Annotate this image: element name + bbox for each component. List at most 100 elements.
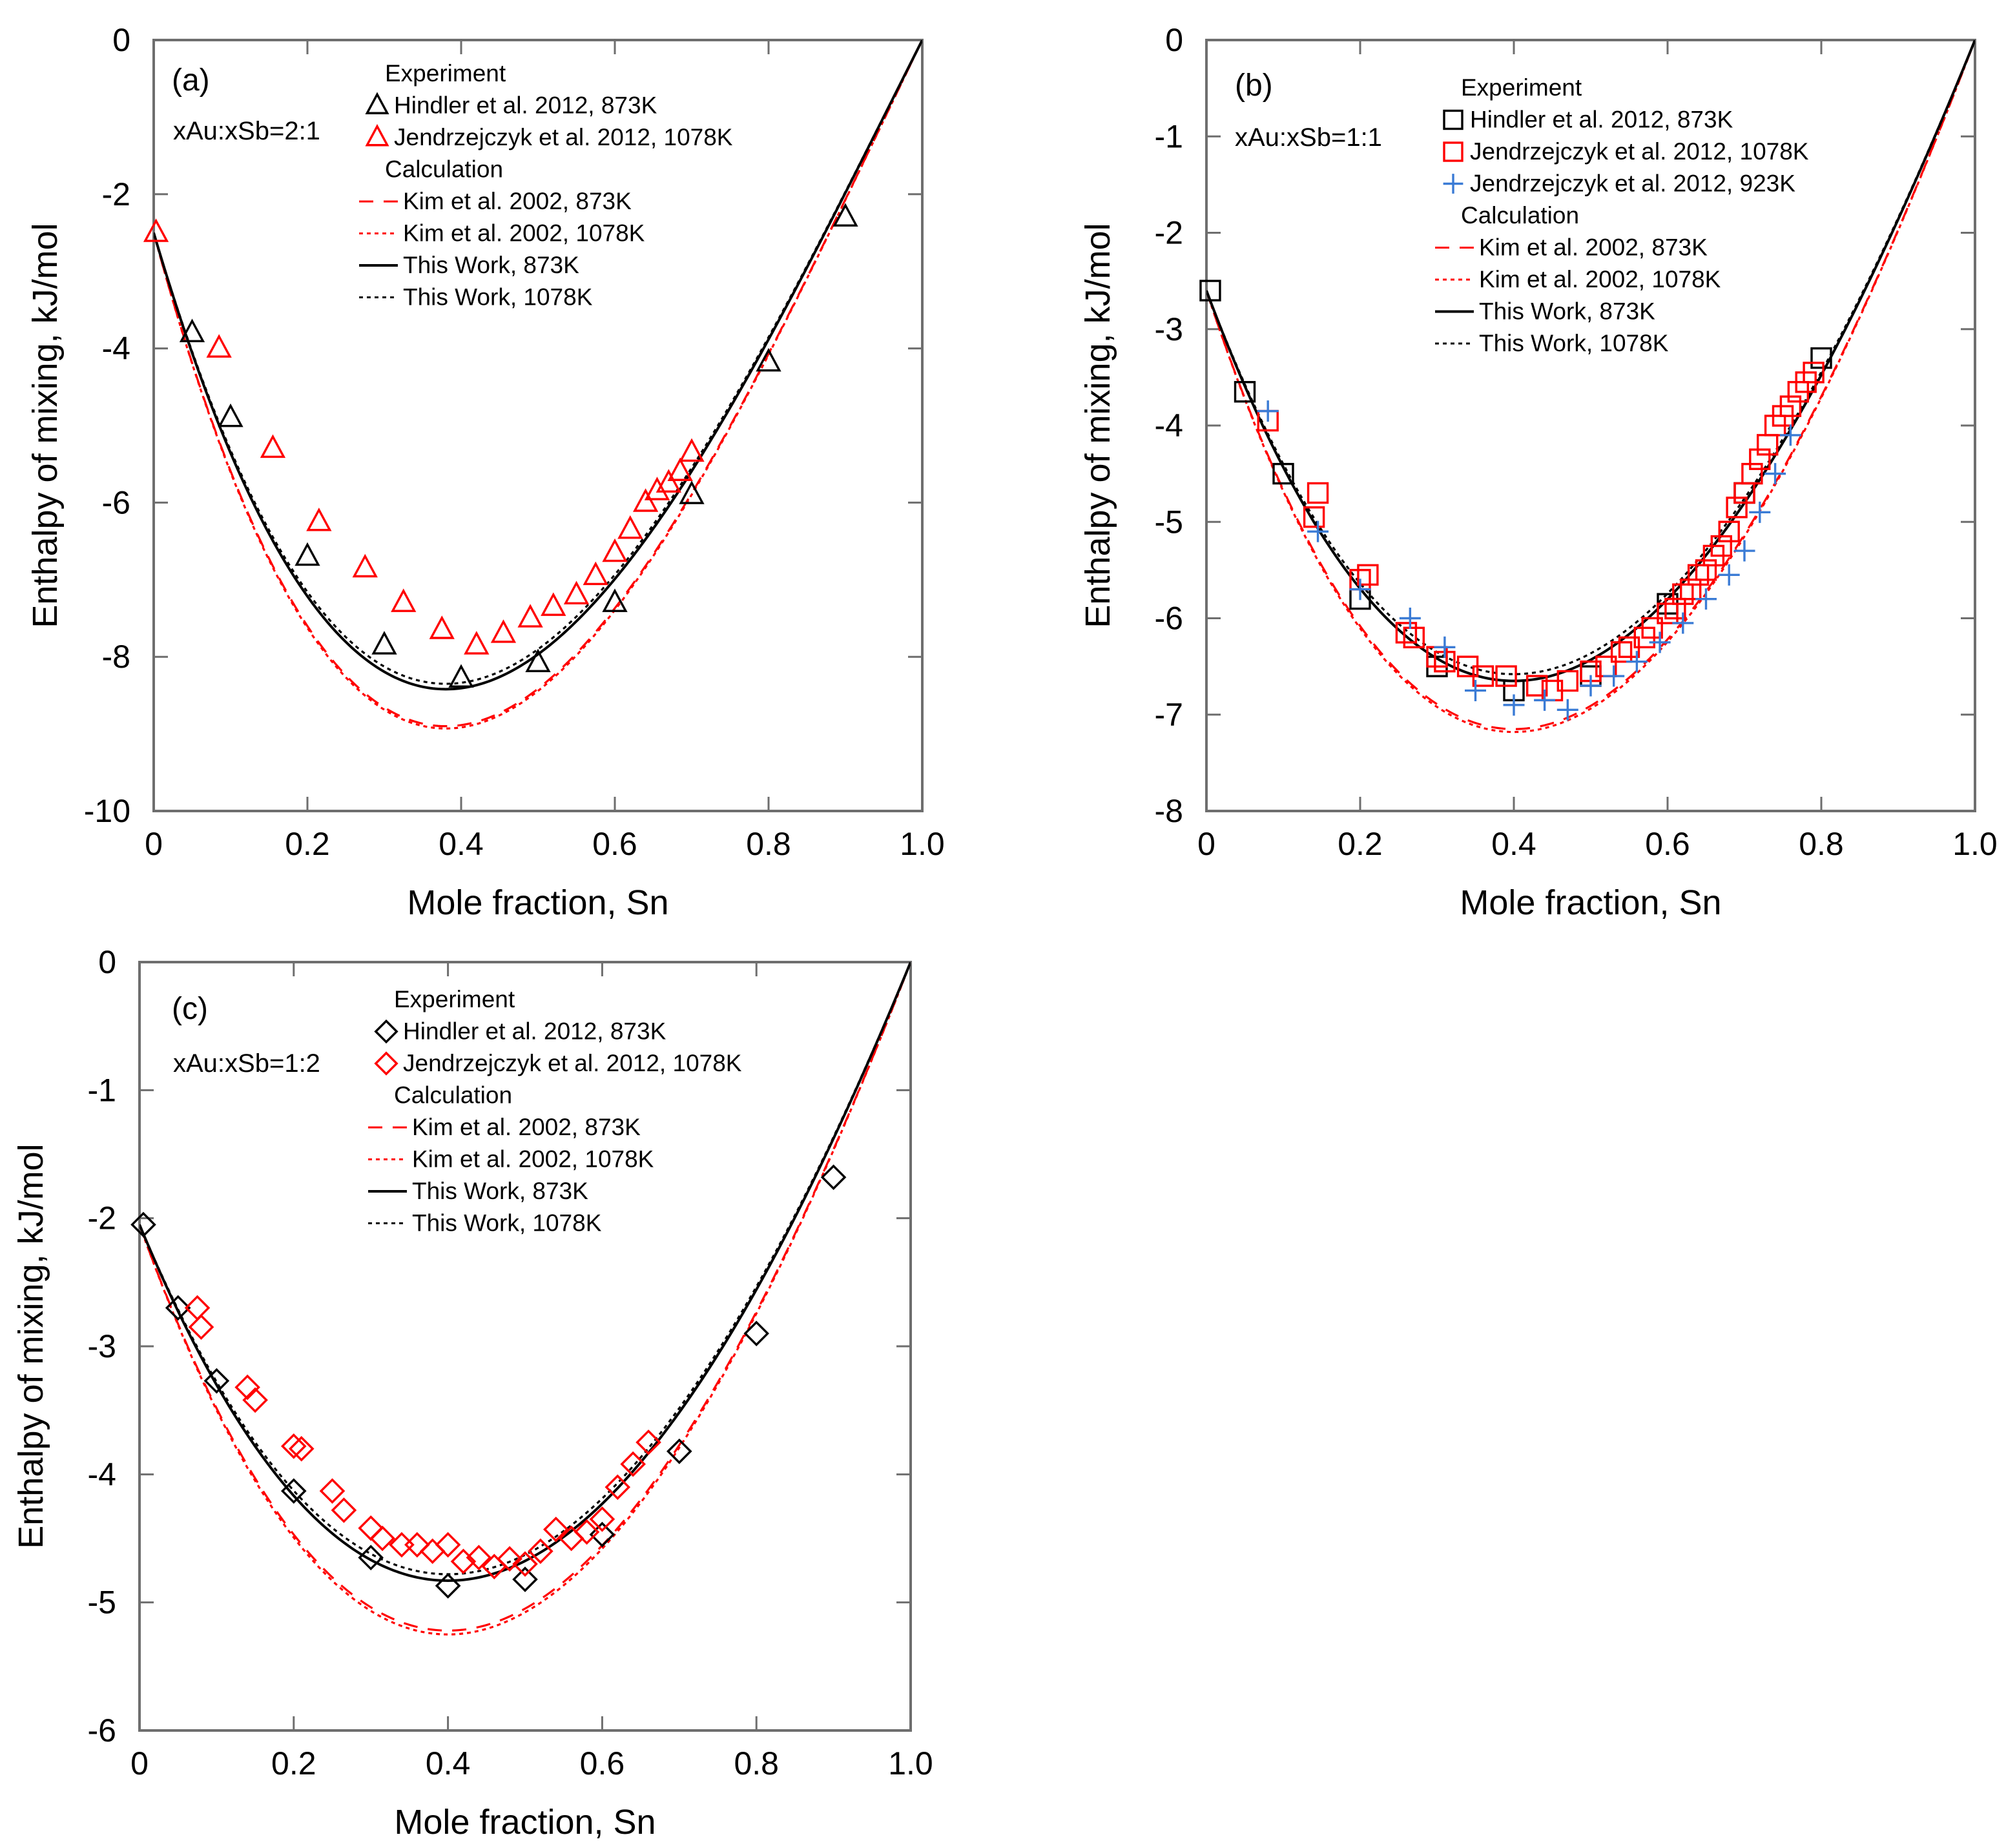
data-point	[656, 469, 681, 493]
x-axis-label: Mole fraction, Sn	[407, 883, 668, 922]
data-point	[203, 1368, 230, 1394]
data-point	[632, 488, 659, 512]
x-tick-label: 0.2	[1338, 826, 1383, 862]
series-line	[140, 962, 911, 1636]
data-point	[1741, 462, 1763, 485]
data-point	[1534, 689, 1556, 711]
data-point	[218, 403, 243, 427]
data-point	[358, 1545, 384, 1571]
data-point	[1307, 482, 1329, 504]
series-line	[154, 40, 922, 730]
data-point	[404, 1532, 430, 1558]
panel-label: (b)	[1235, 68, 1273, 103]
data-point	[1718, 564, 1740, 586]
data-point	[617, 515, 643, 539]
chart-panel-b: 0 0.2 0.4 0.6 0.8 1.0 0 -1 -2 -3 -4 -5 -6 -7 -8 Mole fr…	[1079, 22, 1998, 922]
data-point	[143, 218, 169, 242]
legend-entry: Hindler et al. 2012, 873K	[403, 1018, 667, 1045]
legend-header: Calculation	[385, 156, 503, 183]
x-tick-label: 0.8	[1799, 826, 1844, 862]
data-point	[374, 1019, 398, 1044]
data-point	[288, 1435, 315, 1462]
chart-panel-c: 0 0.2 0.4 0.6 0.8 1.0 0 -1 -2 -3 -4 -5 -6 Mole fracti…	[12, 944, 933, 1842]
data-point	[1399, 608, 1421, 629]
data-point	[1726, 497, 1748, 518]
series-line	[1206, 40, 1975, 683]
legend-header: Calculation	[1461, 202, 1579, 229]
y-tick-label: -5	[1155, 504, 1183, 540]
y-tick-label: -4	[88, 1456, 116, 1492]
data-point	[528, 1538, 553, 1565]
legend-entry: This Work, 1078K	[412, 1210, 602, 1237]
data-point	[188, 1314, 214, 1340]
data-point	[1443, 141, 1463, 162]
data-point	[1764, 463, 1786, 485]
data-point	[1257, 400, 1279, 422]
data-point	[352, 553, 378, 578]
y-tick-label: -3	[1155, 311, 1183, 347]
y-tick-label: -2	[102, 176, 130, 212]
data-point	[1687, 564, 1710, 586]
data-point	[1695, 559, 1717, 581]
data-point	[512, 1566, 538, 1592]
y-tick-label: -6	[1155, 601, 1183, 637]
data-point	[490, 619, 517, 643]
y-tick-label: -5	[88, 1585, 116, 1621]
series-points	[130, 1164, 847, 1599]
composition-ratio: xAu:xSb=1:1	[1235, 123, 1382, 152]
data-point	[1610, 641, 1633, 663]
legend-entry: This Work, 873K	[403, 252, 579, 278]
data-point	[1710, 535, 1733, 557]
legend-header: Experiment	[1461, 74, 1582, 101]
legend-entry: Jendrzejczyk et al. 2012, 923K	[1470, 170, 1795, 197]
data-point	[602, 538, 628, 562]
x-tick-label: 0.6	[1645, 826, 1690, 862]
data-point	[371, 631, 397, 655]
data-point	[1234, 381, 1256, 403]
y-tick-label: -2	[88, 1200, 116, 1237]
data-point	[667, 457, 693, 481]
data-point	[365, 92, 389, 114]
data-point	[1664, 597, 1686, 620]
legend-entry: Kim et al. 2002, 1078K	[412, 1146, 654, 1173]
legend-entry: Kim et al. 2002, 873K	[412, 1114, 641, 1140]
data-point	[435, 1532, 461, 1558]
data-point	[450, 1548, 477, 1575]
x-tick-label: 0.4	[439, 826, 484, 862]
data-point	[306, 508, 332, 531]
series-line	[1206, 40, 1975, 730]
data-point	[435, 1573, 461, 1599]
y-axis-label: Enthalpy of mixing, kJ/mol	[26, 223, 65, 628]
data-point	[589, 1521, 615, 1548]
data-point	[589, 1506, 615, 1532]
data-point	[1272, 462, 1294, 485]
data-point	[1779, 395, 1802, 417]
x-tick-label: 0	[130, 1745, 149, 1781]
data-point	[280, 1433, 307, 1459]
data-point	[497, 1546, 522, 1572]
data-point	[1718, 520, 1740, 542]
series-line	[140, 962, 911, 1632]
legend-header: Experiment	[385, 60, 506, 87]
series-line	[1206, 40, 1975, 734]
data-point	[1810, 347, 1832, 369]
x-tick-label: 0.2	[285, 826, 330, 862]
data-point	[1641, 617, 1663, 639]
x-tick-label: 0.8	[734, 1745, 779, 1781]
data-point	[574, 1519, 600, 1545]
x-tick-label: 1.0	[1952, 826, 1998, 862]
data-point	[583, 561, 608, 586]
x-tick-label: 0	[145, 826, 163, 862]
panel-label: (c)	[172, 992, 208, 1026]
data-point	[466, 1545, 492, 1571]
data-point	[666, 1438, 692, 1464]
x-tick-label: 0.8	[746, 826, 791, 862]
panel-label: (a)	[172, 63, 210, 98]
series-line	[1206, 40, 1975, 675]
y-tick-label: -6	[102, 484, 130, 520]
data-point	[756, 347, 781, 372]
y-tick-label: -4	[1155, 407, 1183, 444]
y-tick-label: 0	[1165, 22, 1183, 58]
chart-panel-a: 0 0.2 0.4 0.6 0.8 1.0 0 -2 -4 -6 -8 -10 Mole fractio…	[26, 22, 945, 922]
